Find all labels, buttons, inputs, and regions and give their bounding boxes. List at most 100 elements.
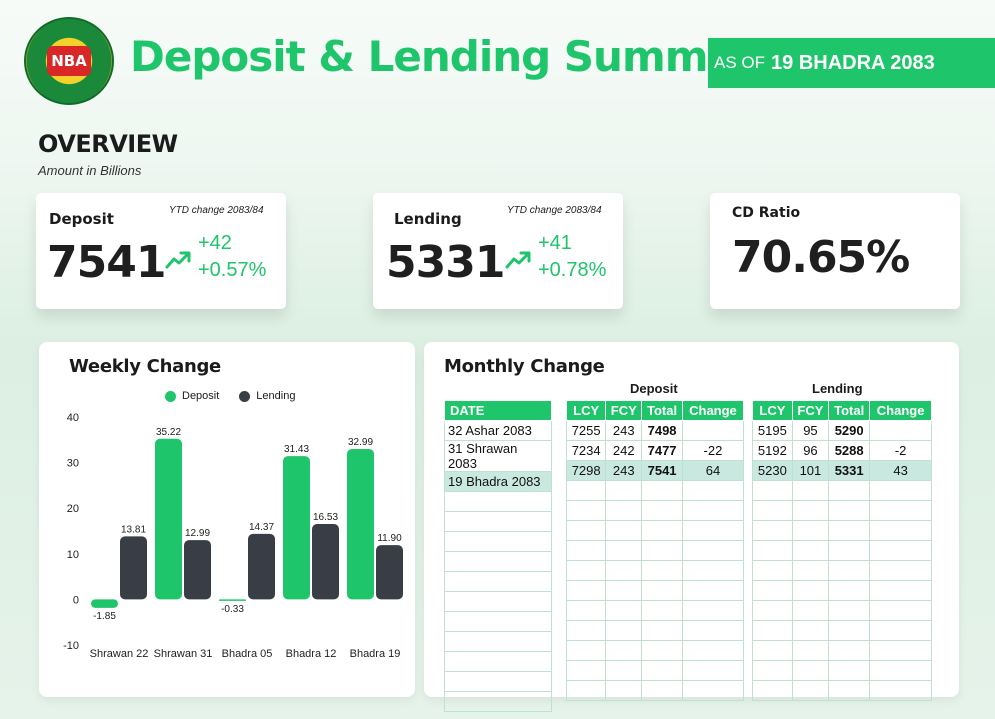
empty-cell (444, 671, 552, 692)
lending-card: Lending YTD change 2083/84 5331 +41 +0.7… (373, 193, 623, 309)
empty-cell (565, 600, 607, 621)
data-label-lending: 14.37 (249, 522, 274, 533)
units-note: Amount in Billions (38, 163, 142, 178)
cell-lcy: 5195 (752, 420, 793, 441)
deposit-card: Deposit YTD change 2083/84 7541 +42 +0.5… (36, 193, 286, 309)
empty-cell (681, 520, 745, 541)
empty-cell (605, 560, 643, 581)
empty-cell (752, 640, 793, 661)
empty-cell (444, 591, 552, 612)
empty-cell (681, 580, 745, 601)
empty-row (444, 511, 552, 532)
y-tick-label: 10 (67, 549, 79, 561)
empty-cell (791, 500, 830, 521)
cd-ratio-value: 70.65% (732, 232, 910, 283)
empty-cell (869, 680, 932, 701)
empty-cell (565, 560, 607, 581)
bar-deposit (347, 448, 374, 600)
empty-cell (752, 480, 793, 501)
data-label-deposit: 31.43 (284, 444, 309, 455)
empty-cell (641, 620, 683, 641)
lending-table: LCY FCY Total Change 5195 95 5290 5192 96 5288 -2… (752, 400, 932, 701)
data-label-lending: 13.81 (121, 524, 146, 535)
data-label-deposit: 32.99 (348, 437, 373, 448)
empty-cell (752, 540, 793, 561)
empty-cell (641, 480, 683, 501)
empty-cell (605, 660, 643, 681)
bar-deposit (283, 456, 310, 600)
empty-cell (681, 500, 745, 521)
x-tick-label: Bhadra 19 (350, 648, 401, 660)
empty-cell (681, 660, 745, 681)
empty-cell (828, 580, 871, 601)
empty-cell (791, 680, 830, 701)
empty-cell (641, 680, 683, 701)
cell-total: 5331 (828, 460, 871, 481)
cell-fcy: 243 (605, 420, 643, 441)
cell-lcy: 5230 (752, 460, 793, 481)
empty-row (752, 580, 932, 601)
empty-cell (869, 480, 932, 501)
cell-total: 7477 (641, 440, 683, 461)
empty-cell (752, 680, 793, 701)
empty-row (752, 600, 932, 621)
y-tick-label: 0 (73, 594, 79, 606)
as-of-date: 19 BHADRA 2083 (771, 51, 935, 74)
empty-cell (752, 500, 793, 521)
bar-lending (120, 536, 147, 600)
empty-cell (791, 540, 830, 561)
empty-row (565, 520, 745, 541)
cd-ratio-label: CD Ratio (732, 205, 801, 221)
weekly-change-panel: Weekly Change Deposit Lending -10 0 10 20 30… (39, 342, 415, 697)
table-row: 19 Bhadra 2083 (444, 471, 552, 492)
legend-swatch-lending (239, 390, 251, 402)
cd-ratio-card: CD Ratio 70.65% (710, 193, 960, 309)
cell-total: 5290 (828, 420, 871, 441)
y-tick-label: 30 (67, 458, 79, 470)
empty-row (565, 640, 745, 661)
empty-cell (565, 660, 607, 681)
column-header-total: Total (828, 400, 871, 421)
weekly-change-title: Weekly Change (69, 356, 221, 377)
empty-row (565, 600, 745, 621)
column-header-lcy: LCY (752, 400, 793, 421)
empty-cell (641, 580, 683, 601)
empty-cell (605, 580, 643, 601)
lending-ytd-label: YTD change 2083/84 (507, 205, 602, 216)
empty-cell (869, 520, 932, 541)
cell-change: 64 (681, 460, 745, 481)
table-row: 32 Ashar 2083 (444, 420, 552, 441)
empty-cell (444, 611, 552, 632)
nba-logo: NBA (24, 17, 114, 105)
bar-deposit (155, 438, 182, 600)
table-row: 7298 243 7541 64 (565, 460, 745, 481)
empty-cell (869, 640, 932, 661)
deposit-ytd-label: YTD change 2083/84 (169, 205, 264, 216)
y-tick-label: -10 (63, 640, 79, 652)
deposit-value: 7541 (47, 237, 166, 288)
empty-cell (791, 560, 830, 581)
empty-cell (752, 520, 793, 541)
empty-row (752, 480, 932, 501)
cell-fcy: 95 (791, 420, 830, 441)
empty-row (752, 520, 932, 541)
empty-cell (791, 640, 830, 661)
empty-cell (444, 491, 552, 512)
deposit-change-pct: +0.57% (198, 259, 267, 281)
cell-lcy: 7298 (565, 460, 607, 481)
column-header-change: Change (681, 400, 745, 421)
empty-row (444, 591, 552, 612)
empty-cell (605, 500, 643, 521)
empty-row (565, 660, 745, 681)
table-row: 5230 101 5331 43 (752, 460, 932, 481)
column-header-lcy: LCY (565, 400, 607, 421)
empty-cell (641, 560, 683, 581)
empty-cell (828, 540, 871, 561)
empty-cell (828, 500, 871, 521)
legend-swatch-deposit (165, 390, 176, 402)
data-label-lending: 12.99 (185, 528, 210, 539)
empty-row (444, 691, 552, 712)
empty-cell (641, 500, 683, 521)
y-tick-label: 40 (67, 412, 79, 424)
bar-lending (312, 524, 339, 600)
